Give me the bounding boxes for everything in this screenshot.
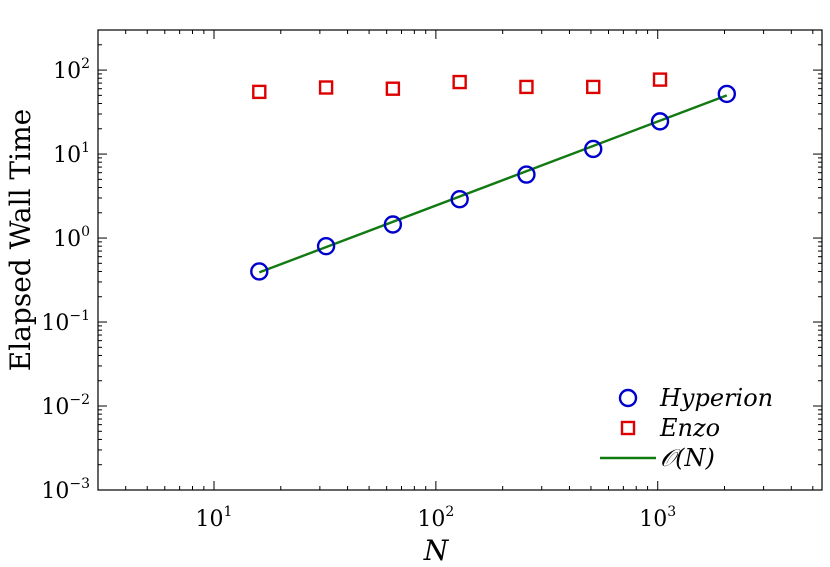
enzo-point [385, 81, 401, 96]
hyperion-point [584, 139, 603, 159]
series-layer [250, 72, 737, 281]
plot-frame [97, 29, 823, 491]
hyperion-point [650, 112, 670, 131]
legend-entry-enzo: Enzo [620, 414, 720, 442]
x-axis-ticks: 101 102 103 [97, 30, 814, 532]
legend-swatch-marker [618, 388, 638, 408]
enzo-point [586, 79, 601, 95]
y-tick-label: 10−3 [41, 476, 90, 504]
legend-entry-hyperion: Hyperion [618, 384, 773, 412]
y-axis-label: Elapsed Wall Time [4, 109, 37, 371]
enzo-point [652, 72, 668, 87]
x-tick-label: 103 [639, 504, 676, 532]
enzo-point [519, 79, 534, 95]
y-tick-label: 101 [53, 140, 90, 168]
legend-label: Hyperion [659, 384, 773, 412]
hyperion-point [717, 84, 737, 104]
y-axis-ticks: 10−3 10−2 10−1 100 101 102 [41, 29, 822, 504]
hyperion-point [450, 190, 469, 209]
hyperion-point [250, 262, 269, 281]
series-line-o-n [258, 94, 728, 274]
legend-swatch-marker [620, 420, 636, 436]
enzo-point [252, 84, 267, 100]
x-axis-label: N [423, 534, 450, 567]
y-tick-label: 100 [53, 224, 90, 252]
hyperion-point [517, 165, 536, 184]
enzo-point [318, 80, 334, 95]
legend-label: 𝒪(N) [660, 444, 715, 472]
legend-entry-o-n: 𝒪(N) [600, 444, 715, 472]
hyperion-point [316, 236, 336, 256]
legend-label: Enzo [659, 414, 720, 442]
x-tick-label: 102 [417, 504, 454, 532]
y-tick-label: 10−1 [41, 308, 90, 336]
x-tick-label: 101 [196, 504, 233, 532]
y-tick-label: 102 [53, 56, 90, 84]
plot-area-border [97, 29, 823, 491]
hyperion-point [383, 215, 403, 234]
y-tick-label: 10−2 [41, 392, 90, 420]
enzo-point [452, 74, 467, 90]
